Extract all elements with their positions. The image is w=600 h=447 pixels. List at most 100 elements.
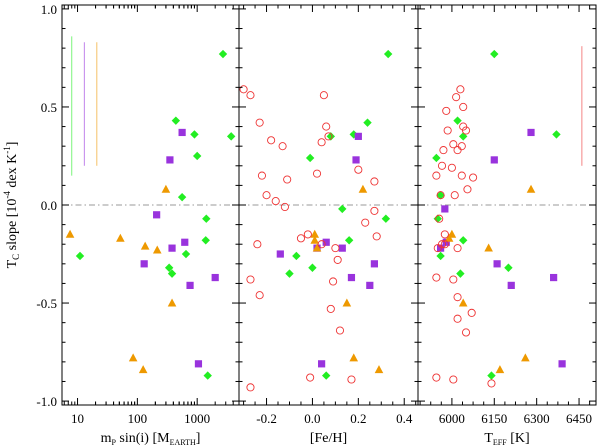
mass-point-green bbox=[218, 49, 228, 59]
feh-point-red bbox=[324, 132, 333, 141]
mass-point-purple bbox=[140, 260, 148, 268]
teff-point-red bbox=[433, 244, 442, 253]
feh-point-red bbox=[306, 373, 315, 382]
teff-point-purple bbox=[442, 238, 450, 246]
teff-point-orange bbox=[526, 184, 536, 193]
teff-point-red bbox=[449, 140, 458, 149]
y-tick-label: 0.5 bbox=[41, 100, 57, 115]
feh-point-orange bbox=[349, 353, 359, 362]
feh-point-red bbox=[317, 240, 326, 249]
feh-point-red bbox=[283, 175, 292, 184]
mass-point-green bbox=[190, 130, 199, 139]
teff-point-orange bbox=[495, 365, 505, 374]
teff-point-red bbox=[447, 163, 456, 172]
mass-point-green bbox=[202, 214, 211, 223]
y-tick-label: 1.0 bbox=[41, 2, 57, 17]
teff-point-green bbox=[459, 236, 468, 245]
teff-point-red bbox=[453, 244, 462, 253]
feh-point-green bbox=[326, 132, 335, 141]
teff-point-orange bbox=[521, 353, 530, 362]
mass-point-orange bbox=[161, 184, 171, 193]
feh-point-red bbox=[317, 138, 326, 147]
feh-point-red bbox=[262, 191, 271, 200]
mass-point-purple bbox=[166, 156, 174, 164]
feh-point-red bbox=[255, 118, 264, 127]
mass-point-purple bbox=[153, 211, 161, 219]
teff-point-red bbox=[443, 126, 452, 135]
feh-point-red bbox=[326, 304, 335, 313]
feh-point-purple bbox=[370, 260, 378, 268]
feh-point-red bbox=[331, 244, 340, 253]
mass-point-green bbox=[75, 251, 85, 261]
mass-point-orange bbox=[116, 233, 125, 242]
feh-point-orange bbox=[342, 298, 352, 307]
y-axis-label: TC slope [10-4 dex K-1] bbox=[2, 142, 21, 269]
mass-point-green bbox=[164, 263, 174, 272]
teff-point-red bbox=[432, 171, 441, 180]
feh-point-red bbox=[319, 91, 328, 100]
teff-point-red bbox=[457, 171, 466, 180]
y-tick-label: -0.5 bbox=[36, 296, 57, 311]
teff-x-tick-label: 6300 bbox=[524, 411, 550, 426]
feh-point-red bbox=[333, 255, 342, 264]
feh-point-green bbox=[292, 251, 301, 261]
feh-point-green bbox=[305, 153, 315, 163]
teff-x-tick-label: 6000 bbox=[439, 411, 465, 426]
y-tick-label: 0.0 bbox=[41, 198, 57, 213]
teff-point-green bbox=[436, 251, 445, 261]
mass-point-orange bbox=[65, 229, 75, 238]
teff-point-purple bbox=[493, 260, 501, 268]
feh-point-purple bbox=[322, 238, 330, 246]
feh-point-red bbox=[246, 383, 255, 392]
teff-point-red bbox=[436, 191, 445, 200]
mass-point-orange bbox=[138, 365, 148, 374]
teff-point-red bbox=[440, 240, 449, 249]
feh-point-purple bbox=[318, 360, 326, 368]
teff-point-red bbox=[453, 314, 462, 323]
teff-point-green bbox=[453, 116, 462, 125]
teff-x-tick-label: 6450 bbox=[566, 411, 592, 426]
teff-point-red bbox=[453, 293, 462, 302]
feh-point-red bbox=[278, 142, 287, 151]
teff-point-red bbox=[459, 102, 468, 112]
mass-point-orange bbox=[128, 353, 138, 362]
mass-point-purple bbox=[168, 244, 176, 252]
mass-x-tick-label: 100 bbox=[128, 411, 148, 426]
teff-point-red bbox=[442, 106, 451, 115]
mass-point-green bbox=[167, 269, 177, 278]
mass-point-orange bbox=[167, 298, 177, 307]
mass-point-purple bbox=[211, 273, 219, 282]
teff-point-red bbox=[440, 230, 449, 239]
teff-point-red bbox=[457, 142, 466, 151]
mass-x-axis-label: mP sin(i) [MEARTH] bbox=[101, 431, 201, 447]
teff-point-purple bbox=[441, 205, 449, 213]
teff-point-red bbox=[467, 308, 476, 317]
teff-point-green bbox=[456, 269, 465, 278]
feh-point-orange bbox=[374, 365, 384, 374]
teff-point-red bbox=[453, 146, 462, 155]
teff-point-red bbox=[487, 379, 496, 388]
feh-x-tick-label: -0.2 bbox=[256, 411, 277, 426]
teff-point-purple bbox=[558, 360, 566, 368]
mass-point-green bbox=[201, 236, 210, 245]
feh-point-red bbox=[347, 375, 356, 384]
mass-x-tick-label: 10 bbox=[71, 411, 84, 426]
feh-point-red bbox=[322, 122, 331, 131]
feh-x-tick-label: 0.0 bbox=[304, 411, 320, 426]
teff-point-green bbox=[433, 214, 442, 223]
feh-point-orange bbox=[358, 184, 368, 193]
teff-point-red bbox=[450, 191, 459, 200]
mass-point-green bbox=[192, 151, 202, 161]
feh-point-orange bbox=[310, 235, 320, 244]
feh-point-purple bbox=[347, 273, 356, 282]
feh-point-green bbox=[285, 269, 294, 278]
feh-point-green bbox=[308, 263, 317, 272]
teff-point-green bbox=[432, 153, 441, 163]
mass-x-tick-label: 1000 bbox=[184, 411, 210, 426]
teff-point-red bbox=[469, 173, 478, 182]
mass-point-green bbox=[181, 249, 191, 259]
feh-point-red bbox=[329, 277, 338, 286]
teff-point-red bbox=[449, 375, 458, 384]
